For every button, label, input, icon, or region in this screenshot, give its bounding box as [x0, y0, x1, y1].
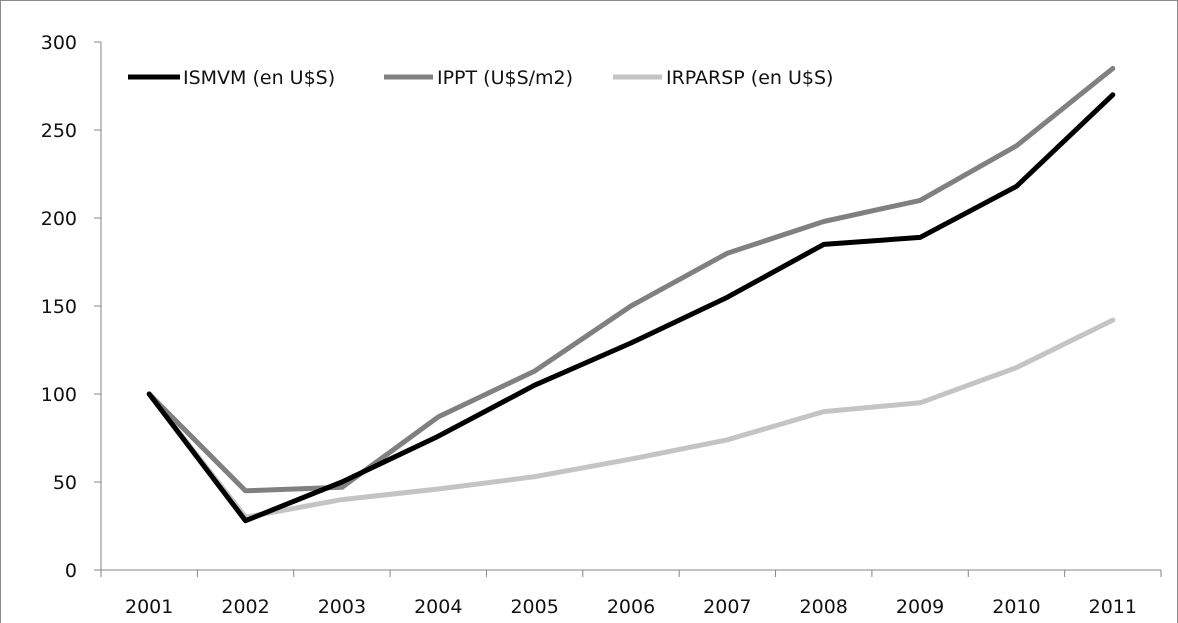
x-tick-label: 2010	[992, 596, 1040, 618]
x-tick-label: 2008	[800, 596, 848, 618]
x-tick-label: 2004	[414, 596, 462, 618]
y-tick-label: 150	[41, 296, 77, 318]
x-tick-label: 2007	[703, 596, 751, 618]
y-tick-label: 250	[41, 120, 77, 142]
legend: ISMVM (en U$S) IPPT (U$S/m2) IRPARSP (en U…	[128, 67, 833, 89]
legend-item-2: IPPT (U$S/m2)	[384, 67, 573, 89]
y-tick-label: 300	[41, 32, 77, 54]
y-tick-label: 50	[53, 472, 77, 494]
y-tick-label: 200	[41, 208, 77, 230]
x-tick-label: 2002	[221, 596, 269, 618]
y-tick-label: 100	[41, 384, 77, 406]
series-line-2	[146, 65, 1116, 494]
x-tick-label: 2011	[1089, 596, 1137, 618]
legend-label: IPPT (U$S/m2)	[437, 67, 573, 89]
x-tick-label: 2006	[607, 596, 655, 618]
series-line-1	[146, 92, 1116, 524]
legend-item-3: IRPARSP (en U$S)	[613, 67, 833, 89]
x-tick-label: 2001	[125, 596, 173, 618]
x-tick-label: 2005	[510, 596, 558, 618]
legend-label: IRPARSP (en U$S)	[666, 67, 833, 89]
axes: 0 50 100 150 200 250 300 2001 2002 2003 2004 2005 20…	[41, 32, 1162, 618]
series-line-3	[146, 317, 1116, 520]
legend-label: ISMVM (en U$S)	[183, 67, 335, 89]
x-tick-label: 2003	[318, 596, 366, 618]
series-lines	[146, 65, 1116, 524]
y-tick-label: 0	[65, 560, 77, 582]
x-tick-label: 2009	[896, 596, 944, 618]
legend-item-1: ISMVM (en U$S)	[128, 67, 335, 89]
